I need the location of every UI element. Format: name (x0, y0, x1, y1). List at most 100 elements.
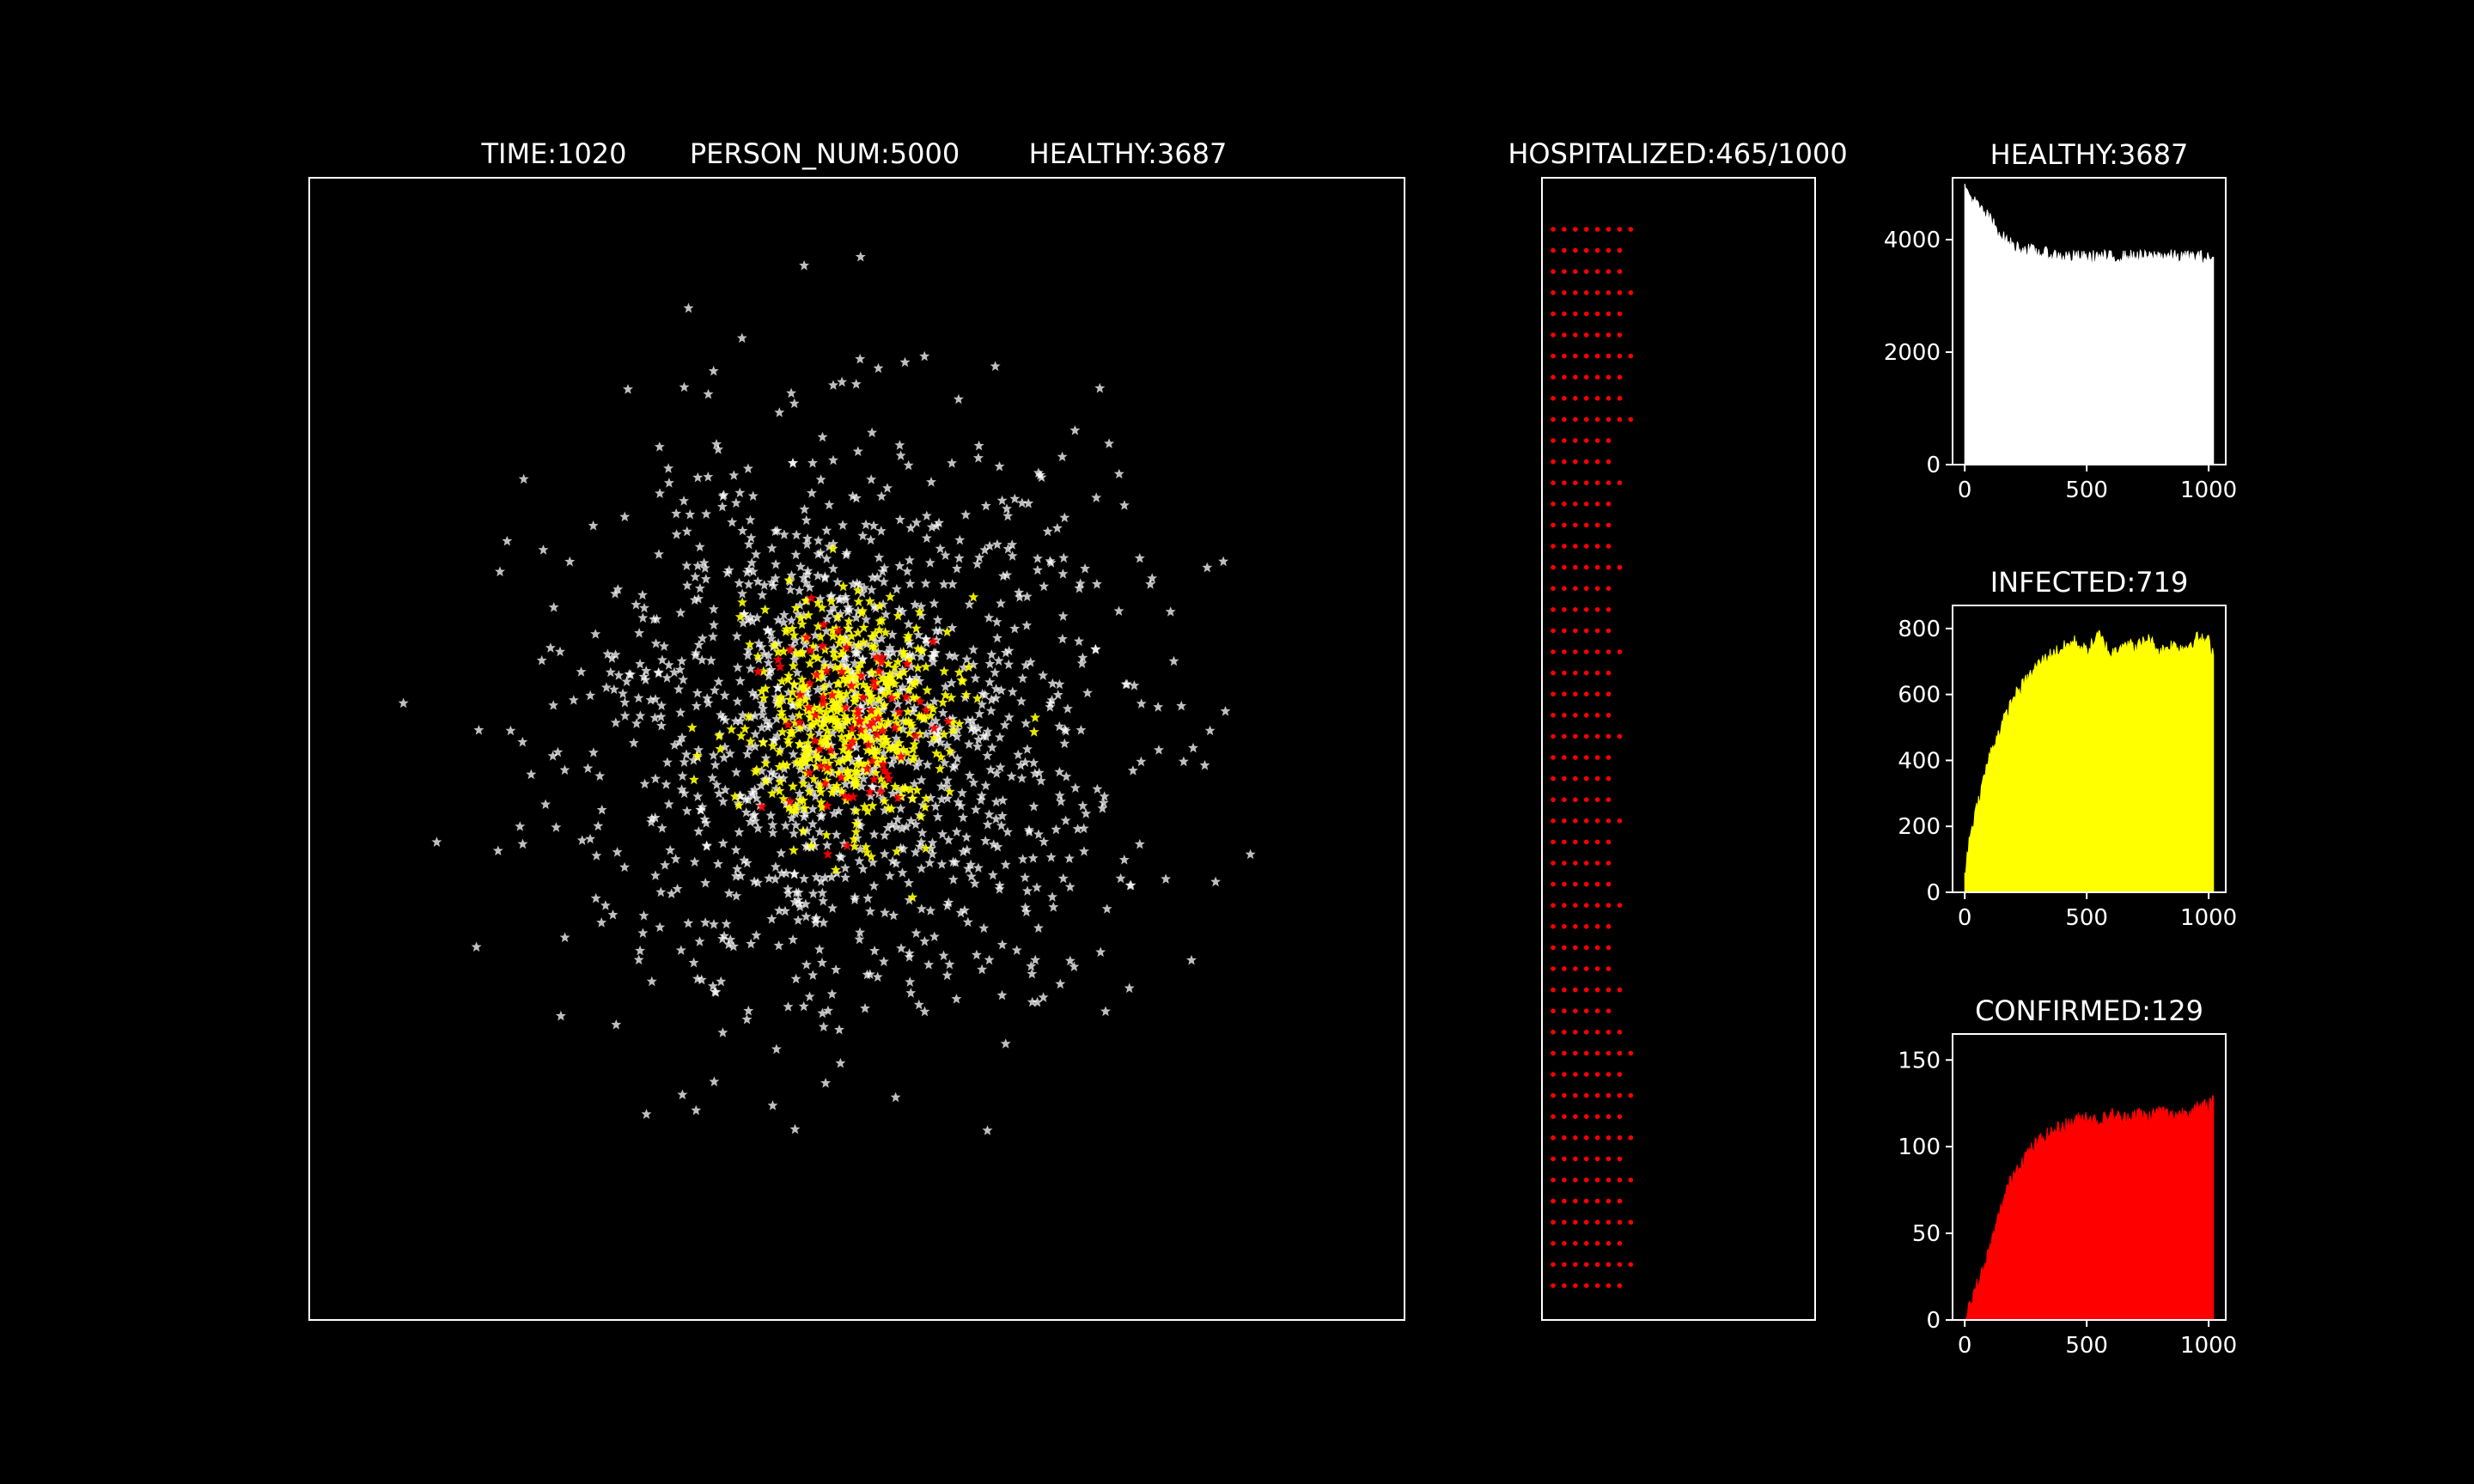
hospital-bed-point (1551, 290, 1556, 295)
hospital-bed-point (1594, 1177, 1600, 1183)
hospital-bed-point (1551, 607, 1556, 612)
y-tick-label: 50 (1912, 1221, 1941, 1247)
hospital-bed-point (1562, 311, 1567, 317)
y-tick-label: 800 (1898, 617, 1941, 642)
y-tick-label: 150 (1898, 1048, 1941, 1073)
hospital-bed-point (1583, 733, 1589, 739)
hospital-bed-point (1583, 311, 1589, 317)
hospital-bed-point (1594, 670, 1600, 676)
hospital-panel: HOSPITALIZED:465/1000 (1508, 137, 1848, 1321)
hospital-bed-point (1562, 396, 1567, 401)
hospital-bed-point (1551, 227, 1556, 232)
hospital-bed-point (1606, 480, 1612, 485)
hospital-bed-point (1562, 1177, 1567, 1183)
hospital-bed-point (1573, 966, 1578, 971)
hospital-bed-point (1562, 480, 1567, 485)
chart-title: HEALTHY:3687 (1990, 138, 2189, 171)
y-tick-label: 0 (1926, 880, 1941, 906)
hospital-bed-point (1606, 374, 1612, 380)
hospital-bed-point (1617, 247, 1623, 253)
hospital-bed-point (1617, 1135, 1623, 1140)
hospital-bed-point (1551, 311, 1556, 317)
hospital-bed-point (1551, 1114, 1556, 1119)
hospital-bed-point (1617, 374, 1623, 380)
hospital-bed-point (1617, 227, 1623, 232)
hospital-bed-point (1583, 628, 1589, 634)
hospital-bed-point (1617, 1092, 1623, 1098)
x-tick-label: 1000 (2180, 905, 2237, 931)
hospital-bed-point (1573, 775, 1578, 782)
hospital-bed-point (1617, 1156, 1623, 1162)
hospital-bed-point (1573, 1156, 1578, 1162)
hospital-bed-point (1594, 332, 1600, 338)
hospital-bed-point (1583, 1114, 1589, 1119)
hospital-bed-point (1606, 1156, 1612, 1162)
hospital-bed-point (1562, 269, 1567, 275)
hospital-bed-point (1551, 269, 1556, 275)
hospital-bed-point (1583, 607, 1589, 612)
hospital-bed-point (1594, 522, 1600, 528)
hospital-bed-point (1562, 227, 1567, 232)
hospital-bed-point (1617, 1072, 1623, 1077)
hospital-bed-point (1562, 861, 1567, 866)
hospital-bed-point (1573, 522, 1578, 528)
hospital-bed-point (1562, 417, 1567, 423)
hospital-bed-point (1562, 564, 1567, 570)
hospital-bed-point (1573, 670, 1578, 676)
hospital-bed-point (1594, 353, 1600, 359)
hospital-bed-point (1562, 1008, 1567, 1013)
hospital-bed-point (1573, 290, 1578, 295)
hospital-bed-point (1551, 987, 1556, 993)
hospital-bed-point (1551, 691, 1556, 696)
chart-title: CONFIRMED:129 (1975, 994, 2203, 1027)
hospital-bed-point (1583, 396, 1589, 401)
hospital-bed-point (1562, 332, 1567, 338)
hospital-bed-point (1573, 227, 1578, 232)
hospital-bed-point (1594, 713, 1600, 718)
hospital-bed-point (1573, 1219, 1578, 1225)
hospital-bed-point (1583, 987, 1589, 993)
hospital-bed-point (1583, 586, 1589, 591)
hospital-bed-point (1562, 691, 1567, 696)
x-tick-label: 0 (1958, 1333, 1972, 1359)
person-num-label: PERSON_NUM:5000 (690, 137, 960, 170)
hospital-bed-point (1606, 924, 1612, 929)
hospital-bed-point (1551, 353, 1556, 359)
hospital-bed-point (1573, 839, 1578, 845)
hospital-bed-point (1594, 903, 1600, 908)
hospital-bed-point (1594, 480, 1600, 485)
hospital-bed-point (1583, 1241, 1589, 1246)
hospital-bed-point (1573, 861, 1578, 866)
hospital-bed-point (1562, 544, 1567, 549)
hospital-bed-point (1583, 1219, 1589, 1225)
hospital-bed-point (1562, 1135, 1567, 1140)
hospital-bed-point (1551, 564, 1556, 570)
hospital-bed-point (1551, 1283, 1556, 1288)
hospital-bed-point (1594, 924, 1600, 929)
hospital-bed-point (1562, 1114, 1567, 1119)
hospital-bed-point (1583, 332, 1589, 338)
hospital-bed-point (1594, 227, 1600, 232)
hospital-bed-point (1562, 1219, 1567, 1225)
hospital-bed-point (1573, 1135, 1578, 1140)
hospital-bed-point (1551, 945, 1556, 951)
hospital-bed-point (1606, 438, 1612, 443)
hospital-bed-point (1594, 881, 1600, 887)
hospital-bed-point (1573, 945, 1578, 951)
hospital-bed-point (1551, 1177, 1556, 1183)
hospital-bed-point (1606, 564, 1612, 570)
series-area (1964, 183, 2215, 465)
hospital-bed-point (1594, 1283, 1600, 1288)
hospital-bed-point (1573, 564, 1578, 570)
hospital-bed-point (1573, 353, 1578, 359)
hospital-bed-point (1606, 311, 1612, 317)
hospital-bed-point (1573, 818, 1578, 824)
hospital-bed-point (1594, 1135, 1600, 1140)
hospital-bed-point (1606, 966, 1612, 971)
hospital-bed-point (1628, 1050, 1634, 1056)
hospital-bed-point (1617, 332, 1623, 338)
hospital-bed-point (1594, 839, 1600, 845)
hospital-bed-point (1617, 1241, 1623, 1246)
hospital-bed-point (1583, 775, 1589, 782)
hospital-bed-point (1583, 755, 1589, 760)
